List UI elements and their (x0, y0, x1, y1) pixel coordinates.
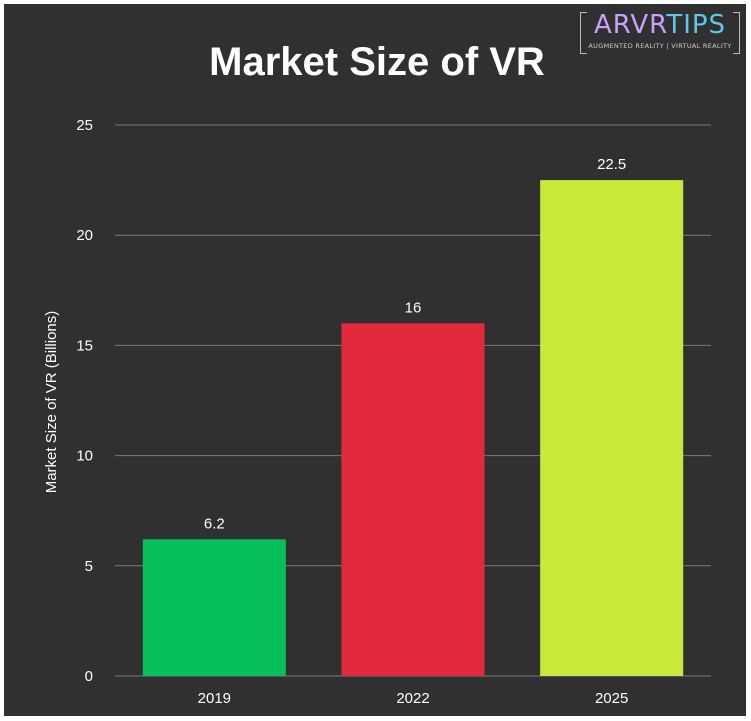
logo-bracket-left (580, 12, 587, 54)
bar (341, 323, 485, 676)
x-tick-label: 2025 (595, 690, 628, 707)
bar-value-label: 22.5 (597, 156, 626, 173)
y-tick-label: 0 (85, 668, 93, 685)
chart-frame: Market Size of VR 0 5 10 15 20 25 6.2 16 22.5 2… (4, 4, 746, 716)
logo-bracket-right (733, 12, 740, 54)
y-axis-ticks: 0 5 10 15 20 25 (76, 117, 93, 685)
bar (540, 180, 684, 676)
arvrtips-logo: ARVRTIPS AUGMENTED REALITY | VIRTUAL REA… (580, 8, 740, 58)
y-tick-label: 10 (76, 448, 93, 465)
x-tick-label: 2022 (396, 690, 429, 707)
bar-value-label: 16 (405, 299, 422, 316)
logo-tagline: AUGMENTED REALITY | VIRTUAL REALITY (588, 42, 732, 50)
chart-title: Market Size of VR (209, 40, 545, 84)
x-tick-label: 2019 (198, 690, 231, 707)
logo-wordmark: ARVRTIPS (586, 10, 734, 40)
logo-wordmark-tips: TIPS (666, 10, 727, 40)
logo-wordmark-arvr: ARVR (593, 10, 667, 40)
bars (142, 180, 684, 676)
y-tick-label: 15 (76, 337, 93, 354)
y-tick-label: 20 (76, 227, 93, 244)
bar (142, 539, 286, 676)
bar-value-labels: 6.2 16 22.5 (204, 156, 626, 532)
bar-value-label: 6.2 (204, 515, 225, 532)
y-tick-label: 25 (76, 117, 93, 134)
y-axis-label: Market Size of VR (Billions) (43, 311, 60, 494)
y-tick-label: 5 (85, 558, 93, 575)
x-axis-ticks: 2019 2022 2025 (198, 690, 629, 707)
